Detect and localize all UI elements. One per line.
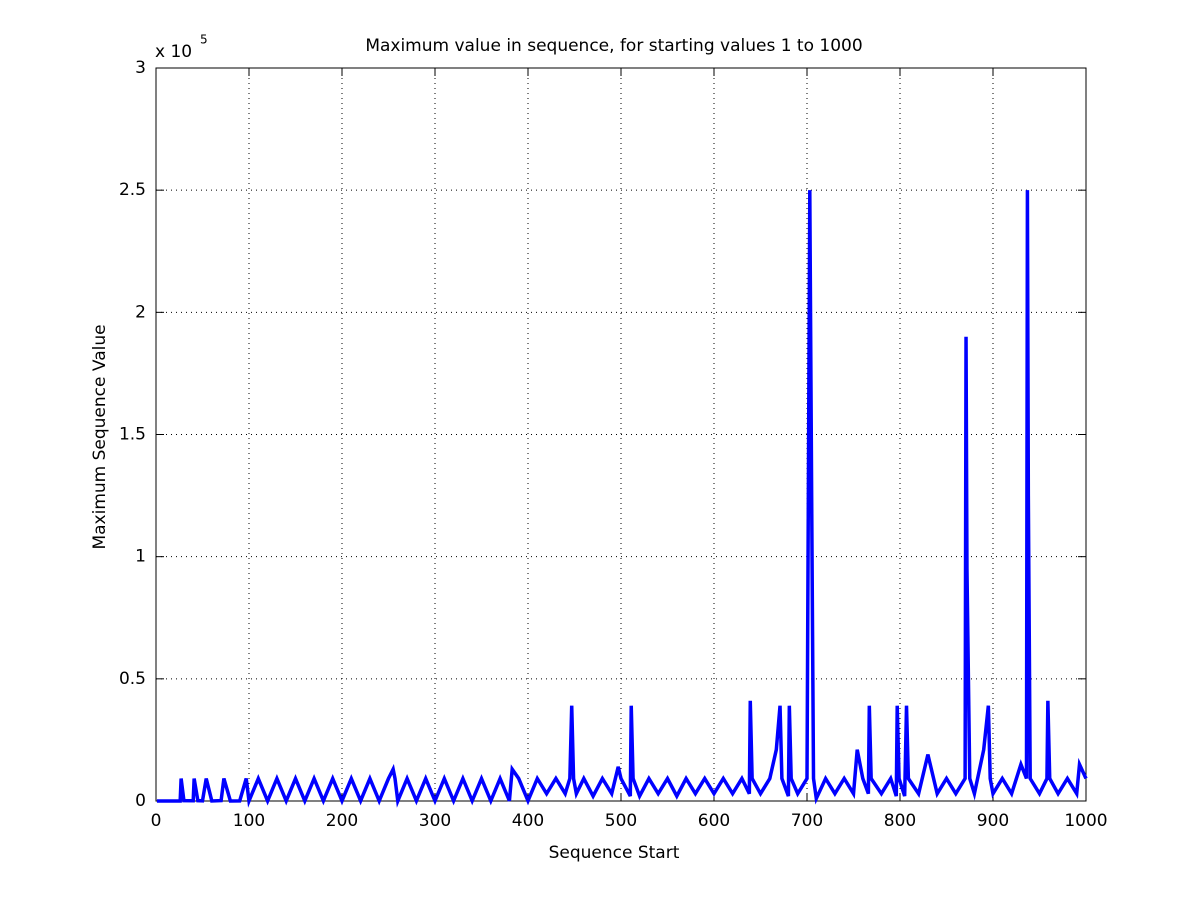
plot-frame <box>155 67 1087 802</box>
y-tick-label: 2 <box>135 302 146 322</box>
y-tick-label: 3 <box>135 58 146 78</box>
x-tick-label: 100 <box>233 811 265 831</box>
x-tick-label: 200 <box>326 811 358 831</box>
x-tick-label: 900 <box>977 811 1009 831</box>
y-tick-label: 2.5 <box>119 180 146 200</box>
x-tick-label: 400 <box>512 811 544 831</box>
data-line <box>156 190 1088 808</box>
chart-title: Maximum value in sequence, for starting … <box>365 36 862 56</box>
y-axis-label: Maximum Sequence Value <box>90 324 110 549</box>
x-tick-label: 700 <box>791 811 823 831</box>
x-tick-label: 0 <box>151 811 162 831</box>
x-tick-label: 500 <box>605 811 637 831</box>
y-tick-label: 0 <box>135 791 146 811</box>
y-tick-label: 0.5 <box>119 669 146 689</box>
x-tick-label: 800 <box>884 811 916 831</box>
x-tick-label: 600 <box>698 811 730 831</box>
x-tick-label: 1000 <box>1064 811 1107 831</box>
y-tick-label: 1 <box>135 547 146 567</box>
y-tick-label: 1.5 <box>119 425 146 445</box>
x-tick-label: 300 <box>419 811 451 831</box>
x-axis-label: Sequence Start <box>549 843 680 863</box>
y-scale-exponent: 5 <box>200 33 208 47</box>
y-scale-label: x 10 <box>155 42 192 62</box>
